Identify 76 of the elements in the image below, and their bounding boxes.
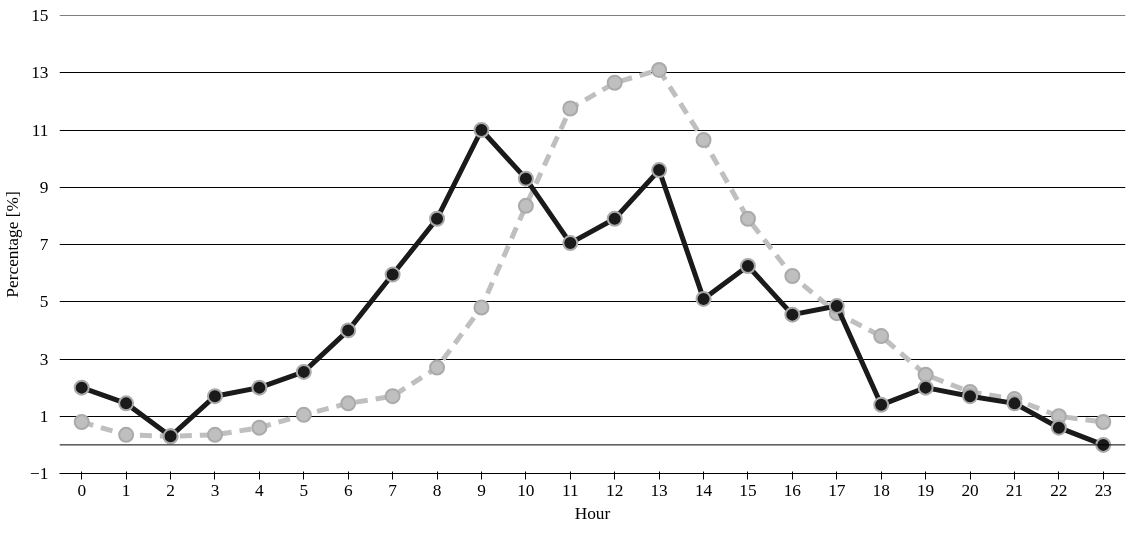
- point: [251, 419, 268, 436]
- x-tick-label: 2: [166, 480, 175, 500]
- x-tick-label: 7: [388, 480, 398, 500]
- point: [295, 363, 312, 380]
- point: [473, 122, 490, 138]
- y-tick-label: 3: [39, 349, 49, 369]
- y-axis-title: Percentage [%]: [3, 191, 23, 298]
- y-tick-label: −1: [30, 464, 49, 483]
- x-tick-label: 12: [606, 480, 624, 500]
- point: [206, 388, 223, 405]
- point: [606, 210, 623, 227]
- point: [873, 396, 890, 413]
- point: [606, 74, 623, 91]
- point: [651, 61, 668, 78]
- x-tick-label: 4: [255, 480, 265, 500]
- x-tick-label: 13: [650, 480, 668, 500]
- y-tick-label: 9: [39, 177, 49, 197]
- point: [517, 197, 534, 214]
- point: [695, 132, 712, 148]
- point: [873, 328, 890, 345]
- point: [828, 298, 845, 315]
- point: [429, 210, 446, 227]
- point: [517, 170, 534, 187]
- x-tick-label: 9: [477, 480, 486, 500]
- point: [962, 388, 979, 405]
- x-tick-label: 6: [343, 480, 353, 500]
- point: [562, 100, 579, 117]
- point: [739, 257, 756, 274]
- x-tick-label: 1: [121, 480, 131, 500]
- point: [429, 359, 446, 376]
- x-tick-label: 10: [517, 480, 535, 500]
- point: [73, 413, 90, 430]
- point: [651, 162, 668, 179]
- point: [917, 379, 934, 396]
- x-axis-title: Hour: [574, 503, 611, 523]
- x-tick-label: 21: [1005, 480, 1024, 500]
- point: [917, 366, 934, 383]
- x-tick-label: 22: [1050, 480, 1068, 500]
- y-tick-label: 5: [39, 292, 49, 312]
- x-tick-label: 11: [561, 480, 579, 500]
- y-tick-label: 7: [39, 235, 49, 254]
- x-tick-label: 23: [1094, 480, 1112, 500]
- x-tick-label: 15: [739, 480, 757, 500]
- x-tick-label: 5: [299, 480, 309, 500]
- x-tick-label: 18: [872, 480, 890, 500]
- point: [384, 266, 401, 283]
- point: [1006, 395, 1023, 412]
- point: [384, 388, 401, 405]
- x-tick-label: 19: [916, 480, 935, 500]
- point: [473, 299, 490, 316]
- x-tick-label: 16: [783, 480, 802, 500]
- point: [739, 210, 756, 227]
- point: [784, 268, 801, 284]
- point: [1050, 419, 1067, 436]
- y-tick-label: 13: [31, 63, 49, 83]
- x-tick-label: 20: [961, 480, 979, 500]
- y-tick-label: 11: [31, 120, 49, 140]
- point: [73, 379, 90, 396]
- point: [118, 426, 135, 443]
- x-tick-label: 14: [694, 480, 713, 500]
- x-tick-label: 8: [432, 480, 442, 500]
- point: [118, 395, 135, 412]
- point: [340, 395, 357, 412]
- point: [695, 290, 712, 307]
- point: [206, 426, 223, 443]
- x-tick-label: 3: [210, 480, 220, 500]
- x-tick-label: 17: [828, 480, 846, 500]
- point: [784, 306, 801, 323]
- point: [1095, 413, 1112, 430]
- y-tick-label: 1: [39, 406, 49, 426]
- point: [562, 235, 579, 252]
- x-tick-label: 0: [77, 480, 87, 500]
- point: [295, 406, 312, 423]
- point: [340, 322, 357, 339]
- y-tick-label: 15: [31, 6, 49, 25]
- point: [251, 379, 268, 396]
